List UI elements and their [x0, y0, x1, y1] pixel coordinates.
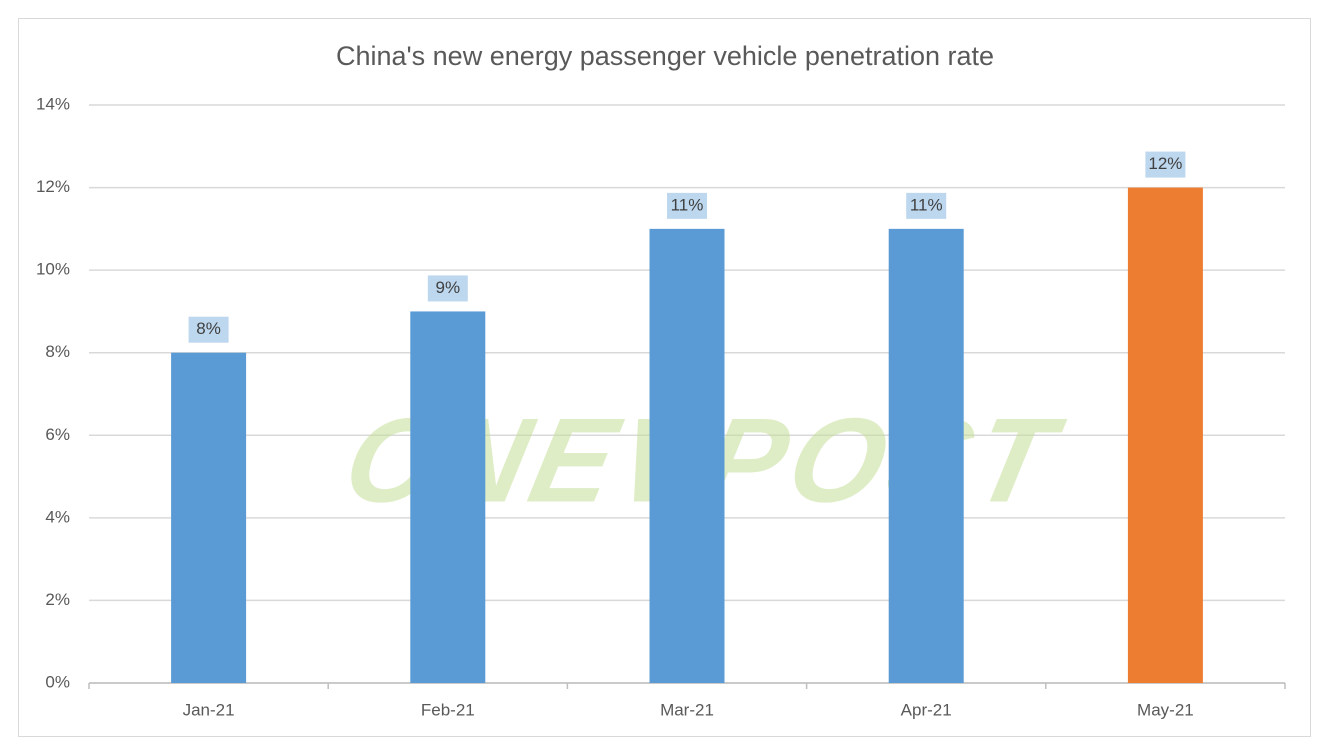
y-tick-label: 14%	[36, 94, 70, 113]
y-tick-label: 12%	[36, 177, 70, 196]
y-tick-label: 4%	[45, 507, 70, 526]
data-label: 9%	[436, 278, 461, 297]
y-tick-label: 10%	[36, 260, 70, 279]
data-label: 12%	[1148, 154, 1182, 173]
data-label-box	[667, 192, 707, 219]
data-label-box	[906, 192, 947, 219]
bar	[171, 352, 247, 683]
x-tick-label: Jan-21	[183, 700, 235, 719]
data-label-box	[188, 316, 229, 343]
data-label: 11%	[910, 195, 943, 214]
bar	[888, 228, 964, 683]
data-label-box	[1145, 151, 1186, 178]
bar	[649, 228, 725, 683]
data-label: 11%	[671, 195, 704, 214]
y-tick-label: 0%	[45, 672, 70, 691]
y-tick-label: 6%	[45, 425, 70, 444]
bar	[1127, 187, 1203, 684]
x-tick-label: Feb-21	[421, 700, 475, 719]
bar	[410, 311, 486, 683]
y-tick-label: 8%	[45, 342, 70, 361]
y-tick-label: 2%	[45, 590, 70, 609]
chart-title: China's new energy passenger vehicle pen…	[336, 41, 994, 71]
x-tick-label: Mar-21	[660, 700, 714, 719]
data-label-box	[427, 275, 468, 302]
x-tick-label: Apr-21	[901, 700, 952, 719]
x-tick-label: May-21	[1137, 700, 1194, 719]
data-label: 8%	[196, 319, 221, 338]
